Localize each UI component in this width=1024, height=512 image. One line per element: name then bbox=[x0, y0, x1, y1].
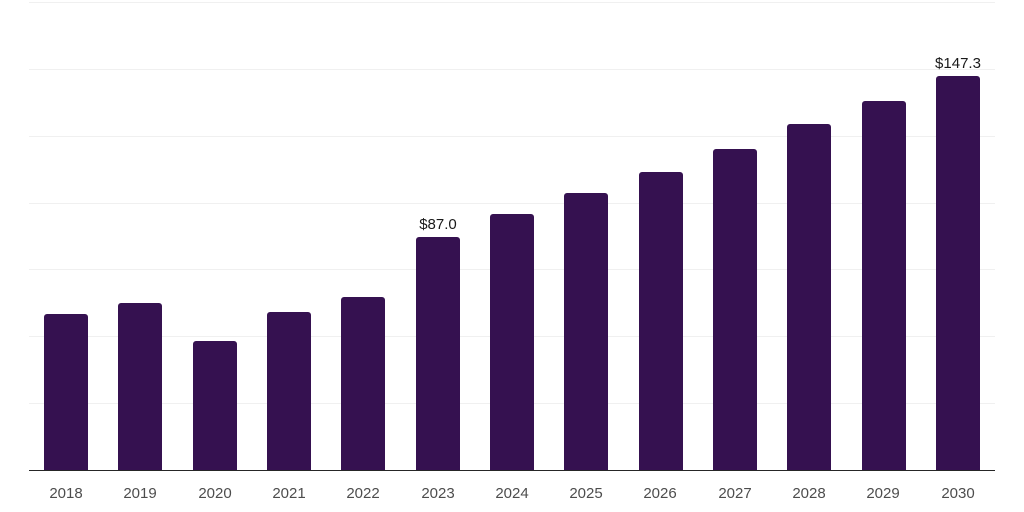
x-tick-label-2026: 2026 bbox=[643, 485, 677, 502]
x-tick-label-2024: 2024 bbox=[495, 485, 529, 502]
bar-2026 bbox=[639, 172, 683, 470]
x-tick-label-2027: 2027 bbox=[718, 485, 752, 502]
bar-2024 bbox=[490, 214, 534, 470]
bar-2025 bbox=[564, 193, 608, 470]
x-tick-label-2018: 2018 bbox=[49, 485, 83, 502]
gridline-125 bbox=[29, 136, 995, 137]
gridline-150 bbox=[29, 69, 995, 70]
bar-2020 bbox=[193, 341, 237, 470]
x-tick-label-2030: 2030 bbox=[941, 485, 975, 502]
x-tick-label-2025: 2025 bbox=[569, 485, 603, 502]
bar-2021 bbox=[267, 312, 311, 470]
x-tick-label-2029: 2029 bbox=[866, 485, 900, 502]
plot-area: $87.0 $147.3 bbox=[29, 2, 995, 471]
data-label-2030: $147.3 bbox=[935, 55, 981, 72]
bar-2028 bbox=[787, 124, 831, 470]
bar-2030 bbox=[936, 76, 980, 470]
gridline-100 bbox=[29, 203, 995, 204]
bar-2029 bbox=[862, 101, 906, 470]
bar-2018 bbox=[44, 314, 88, 470]
x-tick-label-2028: 2028 bbox=[792, 485, 826, 502]
bar-2022 bbox=[341, 297, 385, 470]
bar-2023 bbox=[416, 237, 460, 470]
gridline-175 bbox=[29, 2, 995, 3]
bar-2019 bbox=[118, 303, 162, 470]
x-tick-label-2023: 2023 bbox=[421, 485, 455, 502]
data-label-2023: $87.0 bbox=[419, 216, 457, 233]
x-tick-label-2019: 2019 bbox=[123, 485, 157, 502]
x-tick-label-2020: 2020 bbox=[198, 485, 232, 502]
bar-2027 bbox=[713, 149, 757, 470]
x-tick-label-2022: 2022 bbox=[346, 485, 380, 502]
x-axis-line bbox=[29, 470, 995, 471]
x-tick-label-2021: 2021 bbox=[272, 485, 306, 502]
